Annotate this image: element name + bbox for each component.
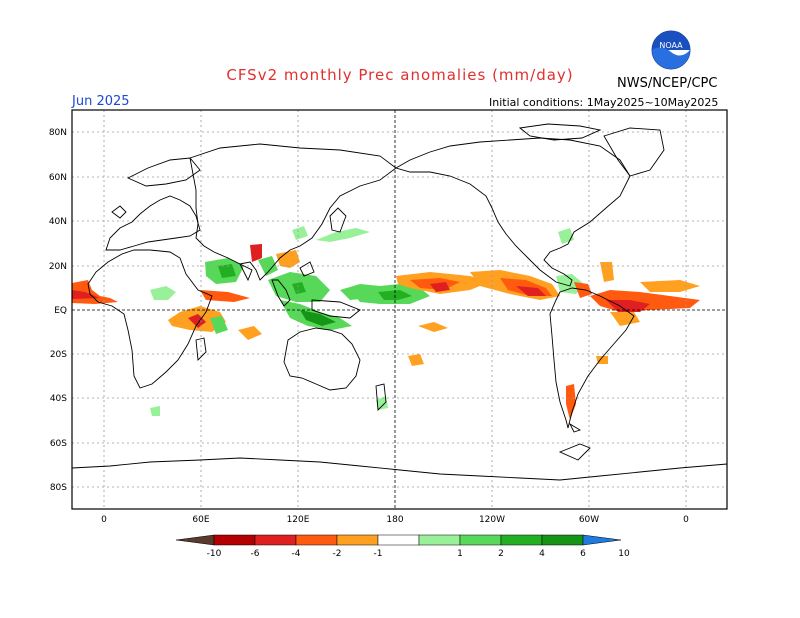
colorbar-swatch <box>377 534 420 546</box>
colorbar-tick-label: 10 <box>618 549 630 559</box>
lat-label: 60S <box>50 439 67 449</box>
colorbar-tick-label: -1 <box>374 549 383 559</box>
colorbar-swatch <box>459 534 502 546</box>
lat-label: 60N <box>49 173 67 183</box>
lon-label: 60E <box>192 515 209 525</box>
colorbar-tick-label: 2 <box>498 549 504 559</box>
target-month-label: Jun 2025 <box>72 94 130 109</box>
colorbar-left-arrow <box>175 534 215 546</box>
lon-label: 120E <box>287 515 310 525</box>
lon-label: 0 <box>101 515 107 525</box>
equator-dateline <box>72 110 727 509</box>
colorbar-swatch <box>336 534 379 546</box>
initial-conditions-label: Initial conditions: 1May2025~10May2025 <box>489 96 719 109</box>
colorbar-tick-label: 6 <box>580 549 586 559</box>
lat-label: 80N <box>49 128 67 138</box>
colorbar-tick-label: -6 <box>251 549 260 559</box>
lon-label: 0 <box>683 515 689 525</box>
organization-label: NWS/NCEP/CPC <box>617 76 718 91</box>
lat-label: 40N <box>49 217 67 227</box>
colorbar: -10 -6 -4 -2 -1 1 2 4 6 10 <box>175 534 630 559</box>
colorbar-swatch <box>541 534 584 546</box>
lon-label: 60W <box>579 515 599 525</box>
lon-label: 120W <box>479 515 505 525</box>
chart-title: CFSv2 monthly Prec anomalies (mm/day) <box>226 66 574 84</box>
colorbar-tick-label: -2 <box>333 549 342 559</box>
colorbar-tick-label: 4 <box>539 549 545 559</box>
colorbar-swatch <box>295 534 338 546</box>
colorbar-swatch <box>418 534 461 546</box>
noaa-logo: NOAA <box>651 30 691 70</box>
colorbar-tick-label: -10 <box>207 549 222 559</box>
lat-label: 20N <box>49 262 67 272</box>
map-frame <box>71 109 728 510</box>
colorbar-tick-label: 1 <box>457 549 463 559</box>
lon-label: 180 <box>386 515 403 525</box>
lat-label: 20S <box>50 350 67 360</box>
coastlines <box>72 123 727 481</box>
colorbar-swatch <box>500 534 543 546</box>
lat-axis: 80N 60N 40N 20N EQ 20S 40S 60S 80S <box>49 128 67 493</box>
colorbar-tick-label: -4 <box>292 549 301 559</box>
svg-text:NOAA: NOAA <box>659 41 683 50</box>
anomaly-shading <box>72 226 700 420</box>
lat-label: EQ <box>54 306 67 316</box>
colorbar-swatch <box>213 534 256 546</box>
colorbar-right-arrow <box>582 534 622 546</box>
lat-label: 40S <box>50 394 67 404</box>
lat-label: 80S <box>50 483 67 493</box>
lon-axis: 0 60E 120E 180 120W 60W 0 <box>101 515 689 525</box>
colorbar-swatch <box>254 534 297 546</box>
